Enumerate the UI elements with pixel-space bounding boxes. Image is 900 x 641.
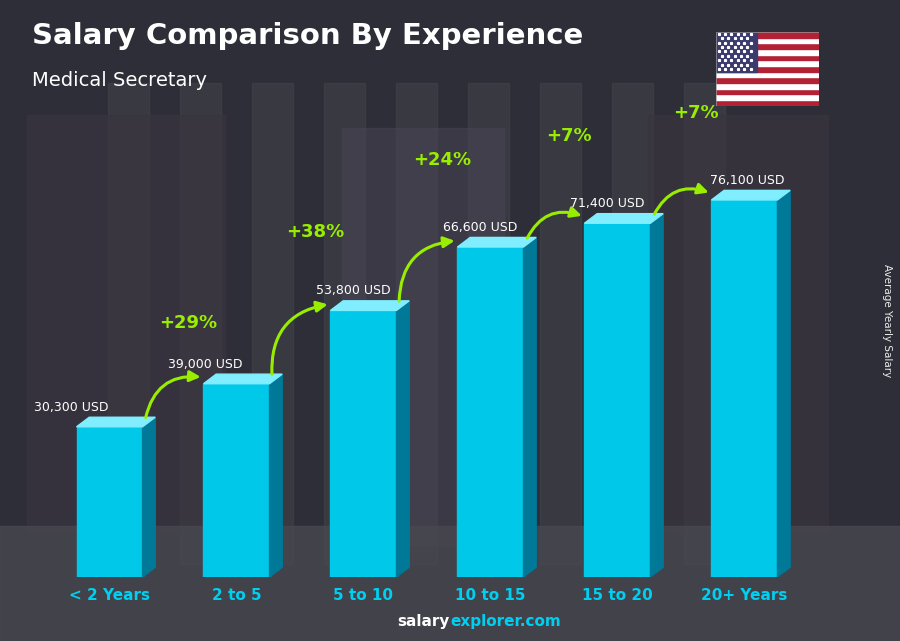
Bar <box>203 384 269 577</box>
Bar <box>76 427 142 577</box>
Text: +38%: +38% <box>286 223 345 241</box>
Text: Salary Comparison By Experience: Salary Comparison By Experience <box>32 22 583 51</box>
Bar <box>457 247 524 577</box>
Bar <box>612 83 652 564</box>
Polygon shape <box>524 237 536 577</box>
Text: 39,000 USD: 39,000 USD <box>167 358 242 370</box>
Bar <box>180 83 220 564</box>
Text: +7%: +7% <box>546 127 592 145</box>
Bar <box>342 128 504 545</box>
Bar <box>716 94 819 100</box>
Bar <box>396 83 436 564</box>
Bar <box>716 66 819 72</box>
Bar <box>716 38 819 44</box>
Bar <box>716 72 819 78</box>
Text: explorer.com: explorer.com <box>450 615 561 629</box>
Bar <box>108 83 148 564</box>
Polygon shape <box>651 213 663 577</box>
Text: Medical Secretary: Medical Secretary <box>32 71 206 90</box>
Bar <box>684 83 724 564</box>
Text: +29%: +29% <box>159 313 217 331</box>
Polygon shape <box>269 374 283 577</box>
Text: salary: salary <box>398 615 450 629</box>
Polygon shape <box>397 301 410 577</box>
Bar <box>716 54 819 60</box>
Text: +24%: +24% <box>413 151 472 169</box>
Bar <box>716 100 819 106</box>
Bar <box>716 44 819 49</box>
Text: 71,400 USD: 71,400 USD <box>570 197 644 210</box>
Polygon shape <box>778 190 790 577</box>
Bar <box>0 526 900 641</box>
Polygon shape <box>330 301 410 310</box>
Polygon shape <box>711 190 790 200</box>
Bar <box>716 32 757 72</box>
Bar <box>716 32 819 38</box>
Polygon shape <box>584 213 663 223</box>
Text: 30,300 USD: 30,300 USD <box>34 401 109 413</box>
Polygon shape <box>457 237 536 247</box>
Text: Average Yearly Salary: Average Yearly Salary <box>881 264 892 377</box>
Bar <box>711 200 778 577</box>
Polygon shape <box>203 374 283 384</box>
Bar <box>648 115 828 532</box>
Bar <box>716 49 819 54</box>
Bar <box>716 88 819 94</box>
Bar <box>468 83 508 564</box>
Text: 66,600 USD: 66,600 USD <box>443 221 518 234</box>
Bar <box>330 310 397 577</box>
Bar <box>584 223 651 577</box>
Bar <box>716 78 819 83</box>
Bar <box>252 83 292 564</box>
Bar <box>27 115 225 532</box>
Bar <box>324 83 365 564</box>
Bar <box>716 83 819 88</box>
Text: 76,100 USD: 76,100 USD <box>710 174 784 187</box>
Polygon shape <box>142 417 155 577</box>
Text: 53,800 USD: 53,800 USD <box>316 285 391 297</box>
Text: +7%: +7% <box>673 104 719 122</box>
Bar <box>540 83 580 564</box>
Bar <box>716 60 819 66</box>
Polygon shape <box>76 417 155 427</box>
